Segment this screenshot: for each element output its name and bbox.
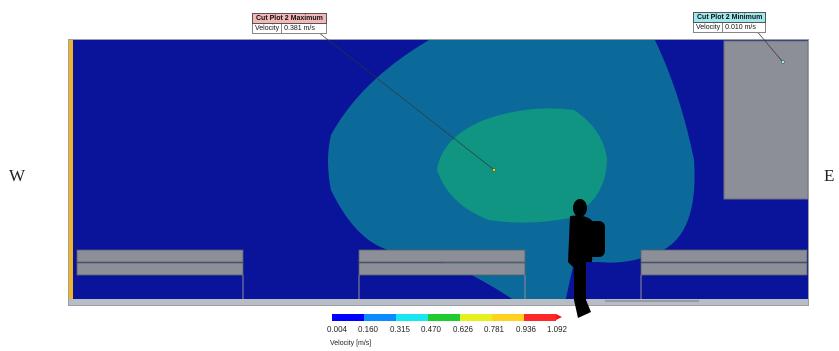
left-wall-strip: [69, 40, 73, 305]
max-callout-title: Cut Plot 2 Maximum: [252, 13, 327, 24]
cut-plot-viewport[interactable]: [68, 39, 809, 306]
legend-color-segment: [332, 314, 364, 321]
min-value-callout[interactable]: Cut Plot 2 Minimum Velocity 0.010 m/s: [693, 12, 767, 33]
legend-tick: 0.315: [389, 325, 411, 334]
legend-color-segment: [492, 314, 524, 321]
compass-west-label: W: [9, 166, 26, 185]
min-probe-icon[interactable]: [781, 60, 785, 64]
legend-title: Velocity [m/s]: [330, 340, 372, 347]
bench-center: [358, 249, 526, 299]
room-fixture-top-right: [723, 40, 808, 200]
floor-strip: [69, 299, 808, 305]
legend-tick: 0.004: [326, 325, 348, 334]
legend-tick: 0.626: [452, 325, 474, 334]
legend-max-arrow: [556, 314, 562, 320]
legend-color-segment: [364, 314, 396, 321]
legend-color-segment: [524, 314, 556, 321]
max-value-callout[interactable]: Cut Plot 2 Maximum Velocity 0.381 m/s: [252, 13, 327, 34]
legend-tick: 0.160: [357, 325, 379, 334]
min-callout-title: Cut Plot 2 Minimum: [693, 12, 767, 23]
max-probe-icon[interactable]: [492, 168, 496, 172]
legend-color-segment: [396, 314, 428, 321]
bench-right: [640, 249, 808, 299]
legend-tick: 0.470: [420, 325, 442, 334]
max-callout-field: Velocity: [255, 25, 280, 32]
bench-left: [76, 249, 244, 299]
legend-tick: 0.781: [483, 325, 505, 334]
min-callout-value: 0.010 m/s: [722, 23, 758, 32]
min-callout-field: Velocity: [696, 24, 721, 31]
cut-plot-canvas[interactable]: [69, 40, 809, 306]
legend-color-segment: [460, 314, 492, 321]
legend-color-bar: [332, 314, 556, 321]
max-callout-value: 0.381 m/s: [281, 24, 317, 33]
legend-tick: 0.936: [515, 325, 537, 334]
compass-east-label: E: [824, 166, 835, 185]
velocity-legend: 0.004 0.160 0.315 0.470 0.626 0.781 0.93…: [325, 314, 575, 350]
legend-tick: 1.092: [546, 325, 568, 334]
legend-color-segment: [428, 314, 460, 321]
